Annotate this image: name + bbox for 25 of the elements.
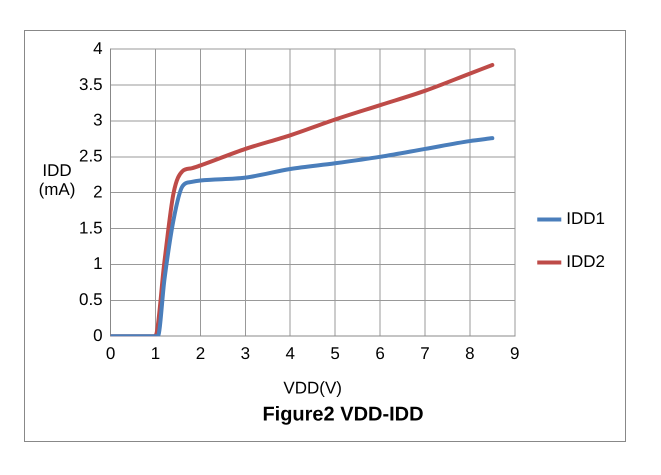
line-series (110, 136, 494, 336)
x-axis-title: VDD(V) (283, 378, 342, 398)
y-tick-label: 2.5 (78, 146, 103, 166)
legend-label: IDD1 (566, 209, 606, 228)
y-tick-label: 0.5 (78, 290, 103, 310)
y-tick-label: 1 (93, 254, 103, 274)
x-tick-label: 7 (420, 344, 430, 364)
text: Figure2 VDD-IDD (262, 404, 424, 426)
y-tick-label: 0 (93, 326, 103, 345)
x-tick-label: 4 (286, 344, 295, 364)
x-tick-label: 0 (106, 344, 116, 364)
y-tick-label: 4 (93, 38, 103, 58)
y-tick-label: 2 (93, 182, 103, 202)
y-tick-label: 3 (93, 110, 103, 130)
x-tick-label: 8 (465, 344, 475, 364)
x-tick-label: 9 (510, 344, 520, 364)
x-tick-label: 3 (240, 344, 250, 364)
y-tick-label: 1.5 (78, 218, 103, 238)
y-tick-label: 3.5 (78, 74, 103, 94)
x-tick-label: 6 (375, 344, 385, 364)
x-tick-label: 5 (330, 344, 340, 364)
x-tick-label: 1 (150, 344, 160, 364)
y-axis-title: IDD (mA) (38, 161, 76, 199)
legend-label: IDD2 (566, 252, 606, 272)
x-tick-label: 2 (196, 344, 206, 364)
